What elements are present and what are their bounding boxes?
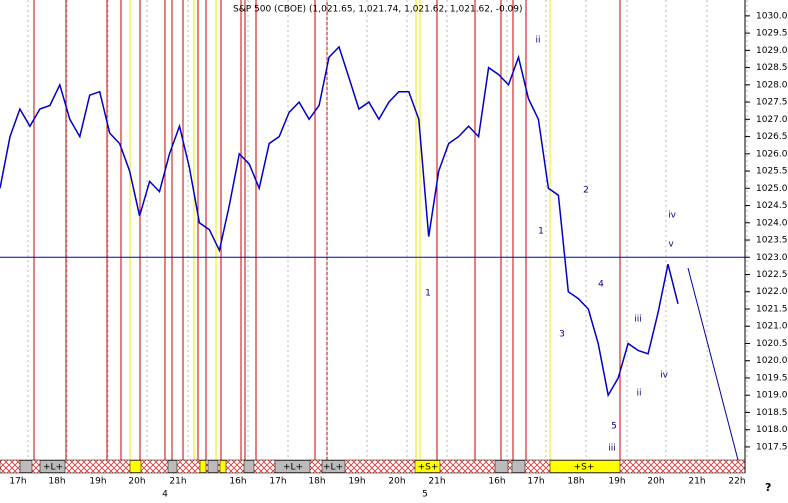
wave-label: ii: [535, 36, 540, 46]
y-tick-label: 1025.5: [756, 167, 788, 177]
x-tick-label: 17h: [527, 477, 544, 487]
signal-box: [129, 460, 142, 473]
wave-label: iii: [634, 315, 642, 325]
x-tick-label: 20h: [128, 477, 145, 487]
wave-label: v: [668, 240, 674, 250]
wave-label: 4: [598, 280, 604, 290]
date-label: 4: [162, 490, 168, 500]
signal-label: +L+: [43, 463, 63, 473]
price-line: [0, 45, 679, 398]
wave-label: 5: [611, 422, 617, 432]
signal-box: [274, 460, 311, 473]
trend-line: [687, 267, 739, 461]
y-tick-label: 1023.0: [756, 253, 788, 263]
y-tick-label: 1022.5: [756, 270, 788, 280]
y-tick-label: 1021.0: [756, 322, 788, 332]
signal-box: [321, 460, 346, 473]
x-tick-label: 18h: [308, 477, 325, 487]
y-tick-label: 1020.0: [756, 356, 788, 366]
x-tick-label: 21h: [428, 477, 445, 487]
x-tick-label: 17h: [9, 477, 26, 487]
y-tick-label: 1019.0: [756, 391, 788, 401]
y-tick-label: 1029.5: [756, 29, 788, 39]
signal-box: [39, 460, 66, 473]
signal-box: [414, 460, 441, 473]
signal-box: [167, 460, 178, 473]
plot-area: [0, 0, 745, 460]
y-tick-label: 1030.0: [756, 11, 788, 21]
y-tick-label: 1024.5: [756, 201, 788, 211]
x-tick-label: 18h: [567, 477, 584, 487]
signal-label: +L+: [283, 463, 303, 473]
y-tick-label: 1028.0: [756, 80, 788, 90]
y-tick-label: 1022.0: [756, 287, 788, 297]
signal-label: +S+: [574, 463, 595, 473]
y-tick-label: 1019.5: [756, 373, 788, 383]
y-tick-label: 1027.5: [756, 98, 788, 108]
y-tick-label: 1021.5: [756, 304, 788, 314]
signal-box: [219, 460, 227, 473]
wave-label: 2: [583, 186, 589, 196]
y-tick-label: 1029.0: [756, 46, 788, 56]
wave-label: iv: [660, 371, 669, 381]
y-tick-label: 1027.0: [756, 115, 788, 125]
x-tick-label: 19h: [348, 477, 365, 487]
y-tick-label: 1017.5: [756, 442, 788, 452]
y-tick-label: 1026.5: [756, 132, 788, 142]
y-tick-label: 1018.0: [756, 425, 788, 435]
wave-label: 3: [559, 330, 565, 340]
x-tick-label: 19h: [89, 477, 106, 487]
x-tick-label: 19h: [608, 477, 625, 487]
x-tick-label: 21h: [688, 477, 705, 487]
date-label: 5: [422, 490, 428, 500]
x-tick-label: 16h: [229, 477, 246, 487]
wave-label: 1: [538, 227, 544, 237]
y-tick-label: 1020.5: [756, 339, 788, 349]
y-tick-label: 1025.0: [756, 184, 788, 194]
help-mark[interactable]: ?: [765, 481, 771, 494]
signal-box: [207, 460, 219, 473]
x-tick-label: 21h: [169, 477, 186, 487]
y-tick-label: 1023.5: [756, 236, 788, 246]
x-tick-label: 22h: [728, 477, 745, 487]
signal-box: [549, 460, 621, 473]
y-tick-label: 1024.0: [756, 218, 788, 228]
signal-box: [19, 460, 33, 473]
wave-label: iii: [608, 444, 616, 454]
wave-label: iv: [668, 211, 677, 221]
chart-title: S&P 500 (CBOE) (1,021.65, 1,021.74, 1,02…: [233, 5, 523, 15]
y-tick-label: 1018.5: [756, 408, 788, 418]
wave-label: 1: [425, 289, 431, 299]
wave-label: ii: [636, 389, 641, 399]
signal-box: [494, 460, 509, 473]
y-tick-label: 1028.5: [756, 63, 788, 73]
x-tick-label: 20h: [388, 477, 405, 487]
signal-box: [511, 460, 526, 473]
signal-strip: [0, 459, 746, 474]
x-tick-label: 18h: [48, 477, 65, 487]
signal-label: +S+: [418, 463, 439, 473]
signal-label: +L+: [323, 463, 343, 473]
signal-box: [243, 460, 255, 473]
x-tick-label: 20h: [647, 477, 664, 487]
y-tick-label: 1026.0: [756, 149, 788, 159]
signal-box: [199, 460, 207, 473]
x-tick-label: 16h: [488, 477, 505, 487]
x-tick-label: 17h: [269, 477, 286, 487]
